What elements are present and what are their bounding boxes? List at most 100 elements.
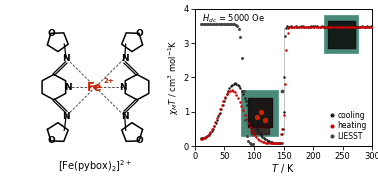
Point	[282, 83, 288, 86]
Point	[217, 111, 223, 114]
Point	[352, 25, 358, 28]
Point	[349, 25, 355, 28]
Point	[352, 25, 358, 28]
Point	[338, 26, 344, 29]
Point	[355, 25, 361, 28]
Point	[219, 103, 225, 106]
Point	[335, 25, 341, 28]
Point	[274, 142, 280, 144]
Point	[359, 25, 365, 28]
Point	[262, 119, 268, 122]
Point	[262, 138, 268, 141]
Point	[318, 25, 324, 28]
Point	[364, 25, 370, 28]
Point	[235, 97, 241, 99]
Point	[250, 119, 256, 121]
Point	[199, 137, 205, 140]
Point	[279, 142, 285, 145]
Point	[220, 103, 226, 106]
Point	[226, 87, 232, 90]
Point	[248, 143, 254, 146]
Point	[254, 115, 260, 118]
Point	[204, 135, 210, 137]
Point	[211, 124, 217, 127]
Point	[229, 89, 235, 92]
Point	[336, 26, 342, 28]
Point	[296, 25, 302, 28]
Point	[325, 25, 331, 28]
Point	[291, 25, 297, 28]
Point	[263, 141, 269, 144]
Point	[350, 25, 356, 28]
Point	[230, 89, 236, 92]
Point	[210, 127, 216, 130]
Point	[243, 118, 249, 121]
Point	[259, 136, 265, 138]
Point	[366, 25, 372, 28]
Point	[323, 25, 329, 28]
Text: N: N	[62, 54, 70, 63]
Point	[270, 142, 276, 145]
Point	[349, 26, 355, 28]
Point	[211, 125, 217, 127]
Point	[251, 134, 257, 137]
Point	[324, 25, 330, 28]
Point	[284, 25, 290, 28]
Point	[269, 141, 275, 144]
Point	[231, 23, 237, 26]
Point	[235, 83, 241, 86]
Point	[354, 25, 360, 28]
Point	[278, 133, 284, 136]
Point	[199, 23, 205, 26]
Point	[279, 127, 285, 130]
Point	[255, 137, 261, 140]
Point	[337, 25, 343, 28]
Point	[266, 142, 272, 144]
Point	[266, 140, 273, 143]
Point	[220, 23, 226, 26]
Point	[357, 25, 363, 28]
Point	[289, 25, 295, 28]
Text: O: O	[47, 136, 55, 145]
Point	[225, 90, 231, 92]
Point	[315, 26, 321, 29]
Point	[364, 25, 370, 27]
Point	[254, 128, 260, 130]
Point	[248, 129, 254, 132]
Point	[227, 23, 233, 26]
Point	[212, 121, 218, 124]
Point	[233, 82, 239, 85]
Point	[326, 25, 332, 28]
Point	[315, 25, 321, 28]
Point	[220, 99, 226, 102]
Point	[246, 142, 253, 145]
Point	[305, 25, 311, 28]
Text: N: N	[121, 112, 129, 121]
Point	[214, 118, 220, 121]
Point	[279, 133, 285, 136]
Point	[222, 23, 228, 26]
Point	[288, 25, 294, 28]
Point	[286, 25, 292, 28]
Point	[231, 82, 237, 85]
Text: $H_{dc}$ = 5000 Oe: $H_{dc}$ = 5000 Oe	[202, 13, 265, 25]
Text: Fe: Fe	[87, 81, 102, 94]
Point	[215, 112, 222, 115]
Point	[242, 96, 248, 99]
Point	[222, 96, 228, 99]
Point	[228, 23, 234, 26]
Point	[239, 56, 245, 59]
Point	[229, 83, 235, 86]
Point	[276, 142, 282, 144]
Point	[359, 25, 365, 28]
Point	[224, 93, 230, 96]
Point	[265, 140, 271, 142]
Point	[367, 25, 373, 28]
Point	[247, 111, 253, 114]
Text: O: O	[47, 29, 55, 38]
Point	[366, 26, 372, 29]
Point	[201, 23, 207, 26]
Point	[232, 91, 238, 94]
Point	[219, 23, 225, 26]
Point	[242, 119, 248, 122]
